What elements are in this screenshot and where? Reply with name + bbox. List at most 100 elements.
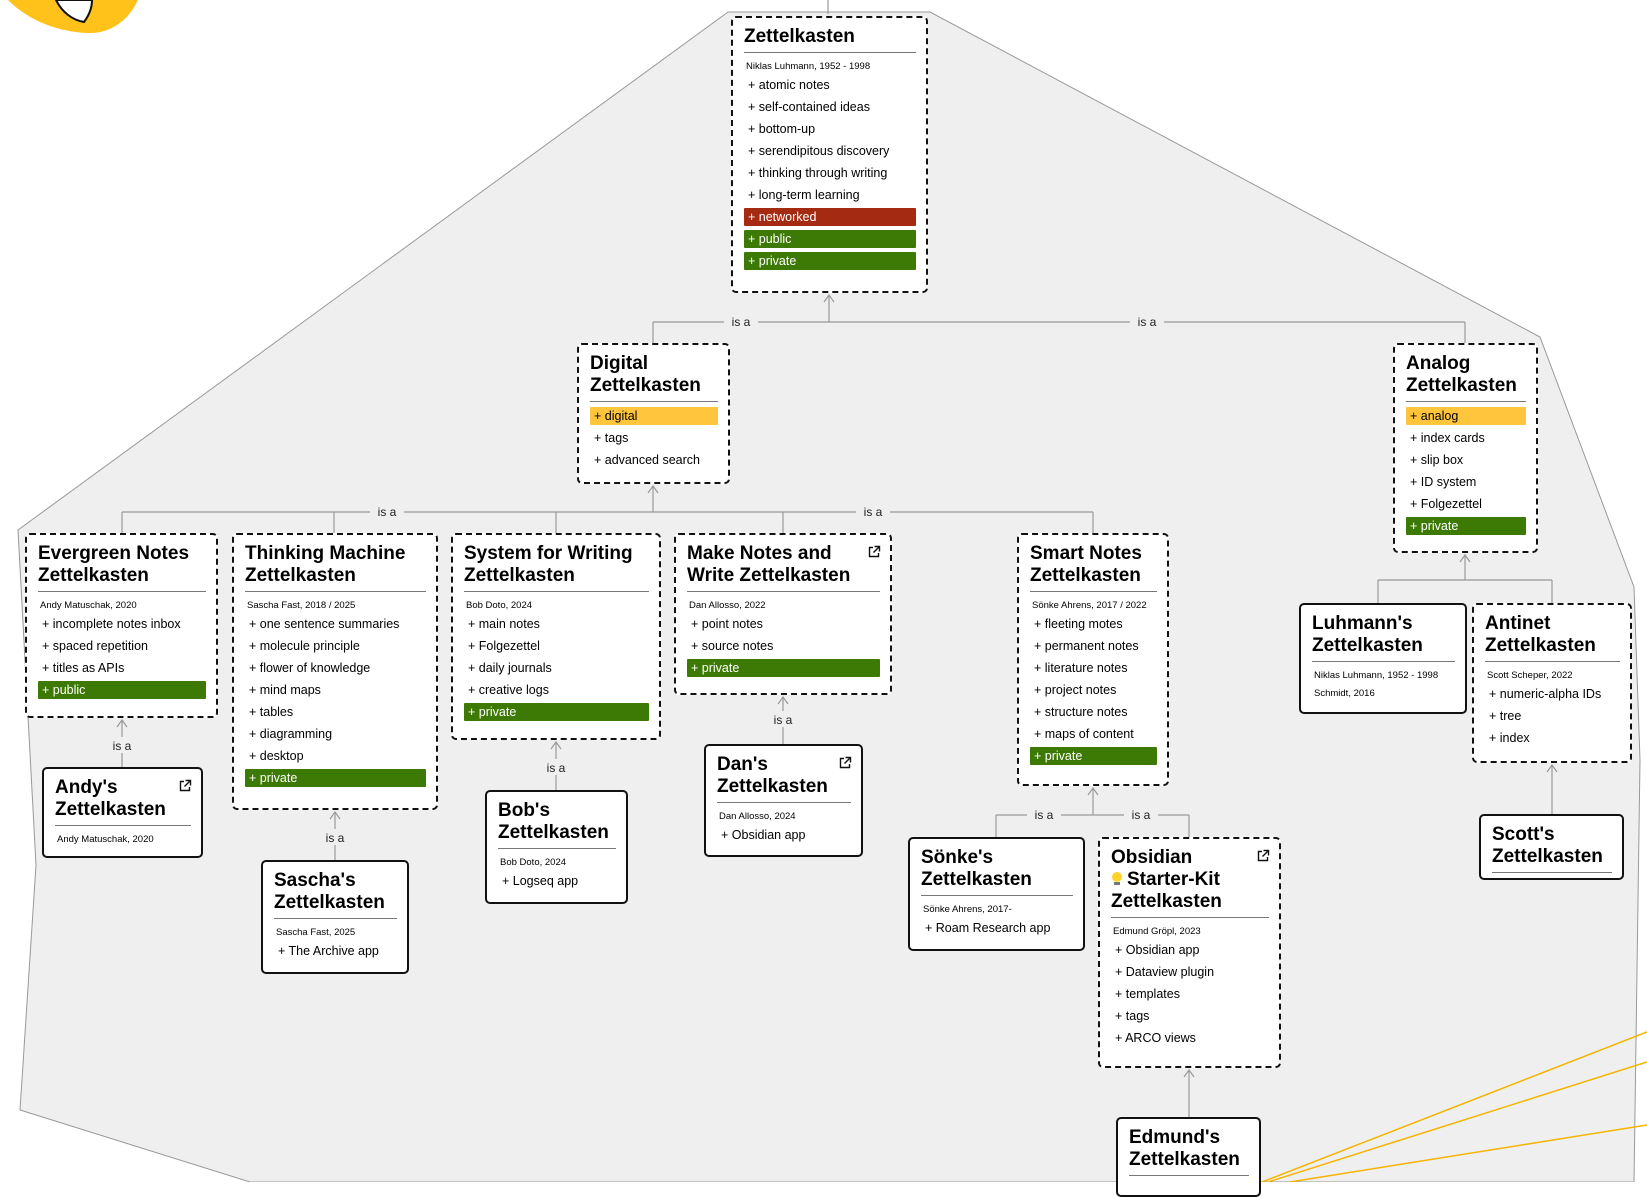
edge-arrowhead [823, 293, 835, 303]
node-title-line: Evergreen Notes [38, 543, 190, 564]
external-link-icon[interactable] [867, 545, 881, 559]
node-title-line: Digital [590, 353, 649, 374]
node-antinet[interactable]: Antinet Zettelkasten Scott Scheper, 2022 + … [1472, 603, 1632, 763]
node-edmund[interactable]: Edmund's Zettelkasten [1116, 1117, 1261, 1197]
node-meta: Niklas Luhmann, 1952 - 1998 [746, 61, 871, 72]
node-title-line: System for Writing [464, 543, 633, 564]
node-title: Bob's Zettelkasten [498, 800, 616, 849]
node-property: + tags [1115, 1009, 1150, 1023]
edge-label: is a [326, 831, 345, 845]
external-link-icon[interactable] [1256, 849, 1270, 863]
node-title: Andy's Zettelkasten [55, 777, 192, 826]
node-meta: Bob Doto, 2024 [500, 857, 567, 868]
node-title-line: Zettelkasten [1485, 635, 1596, 656]
node-title-line: Write Zettelkasten [687, 565, 851, 586]
node-meta: Dan Allosso, 2024 [719, 811, 796, 822]
node-smart[interactable]: Smart Notes Zettelkasten Sönke Ahrens, 201… [1017, 533, 1169, 786]
node-property: + Obsidian app [721, 828, 806, 842]
node-title: Dan's Zettelkasten [717, 754, 852, 803]
node-andy[interactable]: Andy's Zettelkasten Andy Matuschak, 2020 [42, 767, 203, 858]
node-property: + atomic notes [748, 78, 830, 92]
node-property: + private [464, 703, 649, 721]
node-title: Sascha's Zettelkasten [274, 870, 397, 919]
node-property: + desktop [249, 749, 304, 763]
edge-label-bg [766, 711, 800, 727]
edge-label-bg [1124, 806, 1158, 822]
node-property: + diagramming [249, 727, 333, 741]
node-meta: Bob Doto, 2024 [466, 600, 533, 611]
node-sascha[interactable]: Sascha's Zettelkasten Sascha Fast, 2025 + T… [261, 860, 409, 974]
node-title: Edmund's Zettelkasten [1129, 1127, 1249, 1176]
node-makenotes[interactable]: Make Notes and Write Zettelkasten Dan Allo… [674, 533, 892, 695]
node-property: + structure notes [1034, 705, 1128, 719]
node-system[interactable]: System for Writing Zettelkasten Bob Doto, … [451, 533, 661, 740]
node-zettelkasten[interactable]: Zettelkasten Niklas Luhmann, 1952 - 1998 +… [731, 16, 928, 293]
edge-label-bg [539, 759, 573, 775]
edge-label-bg [724, 313, 758, 329]
node-meta: Andy Matuschak, 2020 [40, 600, 137, 611]
node-digital[interactable]: Digital Zettelkasten + digital + tags + adva… [577, 343, 730, 484]
node-meta: Sönke Ahrens, 2017- [923, 904, 1012, 915]
edge-label: is a [1138, 315, 1157, 329]
edge-label-bg [370, 503, 404, 519]
node-property: + index [1489, 731, 1530, 745]
node-title-line: Zettelkasten [38, 565, 149, 586]
node-property: + tags [594, 431, 629, 445]
node-title-line: Zettelkasten [1406, 375, 1517, 396]
external-link-icon[interactable] [838, 756, 852, 770]
node-title-line: Dan's [717, 754, 768, 775]
node-title-line: Sönke's [921, 847, 994, 868]
node-property: + numeric-alpha IDs [1489, 687, 1602, 701]
node-meta: Sascha Fast, 2018 / 2025 [247, 600, 356, 611]
node-title-line: Make Notes and [687, 543, 832, 564]
node-dan[interactable]: Dan's Zettelkasten Dan Allosso, 2024 + Obsi… [704, 744, 863, 857]
edge-label-bg [856, 503, 890, 519]
node-title: Make Notes and Write Zettelkasten [687, 543, 881, 592]
node-property: + Dataview plugin [1115, 965, 1215, 979]
node-title-line: Zettelkasten [590, 375, 701, 396]
node-property: + templates [1115, 987, 1180, 1001]
node-property: + private [1030, 747, 1157, 765]
edge-arrowhead [116, 718, 128, 728]
node-scott[interactable]: Scott's Zettelkasten [1479, 814, 1624, 880]
node-title-line: Zettelkasten [921, 869, 1032, 890]
node-evergreen[interactable]: Evergreen Notes Zettelkasten Andy Matuscha… [25, 533, 218, 718]
edge-arrowhead [550, 740, 562, 750]
node-property: + spaced repetition [42, 639, 148, 653]
edge-label: is a [774, 713, 793, 727]
node-property: + permanent notes [1034, 639, 1139, 653]
node-sonke[interactable]: Sönke's Zettelkasten Sönke Ahrens, 2017- + … [908, 837, 1085, 951]
node-property: + molecule principle [249, 639, 360, 653]
node-luhmann[interactable]: Luhmann's Zettelkasten Niklas Luhmann, 195… [1299, 603, 1467, 714]
external-link-icon[interactable] [178, 779, 192, 793]
node-property: + serendipitous discovery [748, 144, 890, 158]
edge-arrowhead [1459, 553, 1471, 563]
edge-arrowhead [329, 810, 341, 820]
edge-arrowhead [1087, 786, 1099, 796]
node-meta: Sönke Ahrens, 2017 / 2022 [1032, 600, 1147, 611]
node-property: + one sentence summaries [249, 617, 400, 631]
node-title-line: Zettelkasten [498, 822, 609, 843]
node-analog[interactable]: Analog Zettelkasten + analog + index cards +… [1393, 343, 1538, 553]
node-meta: Schmidt, 2016 [1314, 688, 1375, 699]
node-title-line: Smart Notes [1030, 543, 1142, 564]
node-title-line: Zettelkasten [744, 26, 855, 47]
node-property: + digital [590, 407, 718, 425]
node-title-line: Zettelkasten [1492, 846, 1603, 867]
edge-arrowhead [1546, 763, 1558, 773]
logo-blob [8, 0, 138, 34]
edge-label: is a [1035, 808, 1054, 822]
accent-lines [1261, 1031, 1647, 1182]
node-title-line: Zettelkasten [245, 565, 356, 586]
node-property: + private [687, 659, 880, 677]
node-property: + ID system [1410, 475, 1477, 489]
node-meta: Sascha Fast, 2025 [276, 927, 356, 938]
node-property: + source notes [691, 639, 774, 653]
edge-label-bg [1130, 313, 1164, 329]
node-bob[interactable]: Bob's Zettelkasten Bob Doto, 2024 + Logseq … [485, 790, 628, 904]
node-thinking[interactable]: Thinking Machine Zettelkasten Sascha Fast,… [232, 533, 438, 810]
node-property: + ARCO views [1115, 1031, 1196, 1045]
node-obsidian[interactable]: Obsidian Starter-Kit Zettelkasten Edmund Gr… [1098, 837, 1281, 1068]
node-title-line: Starter-Kit [1111, 869, 1249, 891]
node-title-line: Zettelkasten [464, 565, 575, 586]
